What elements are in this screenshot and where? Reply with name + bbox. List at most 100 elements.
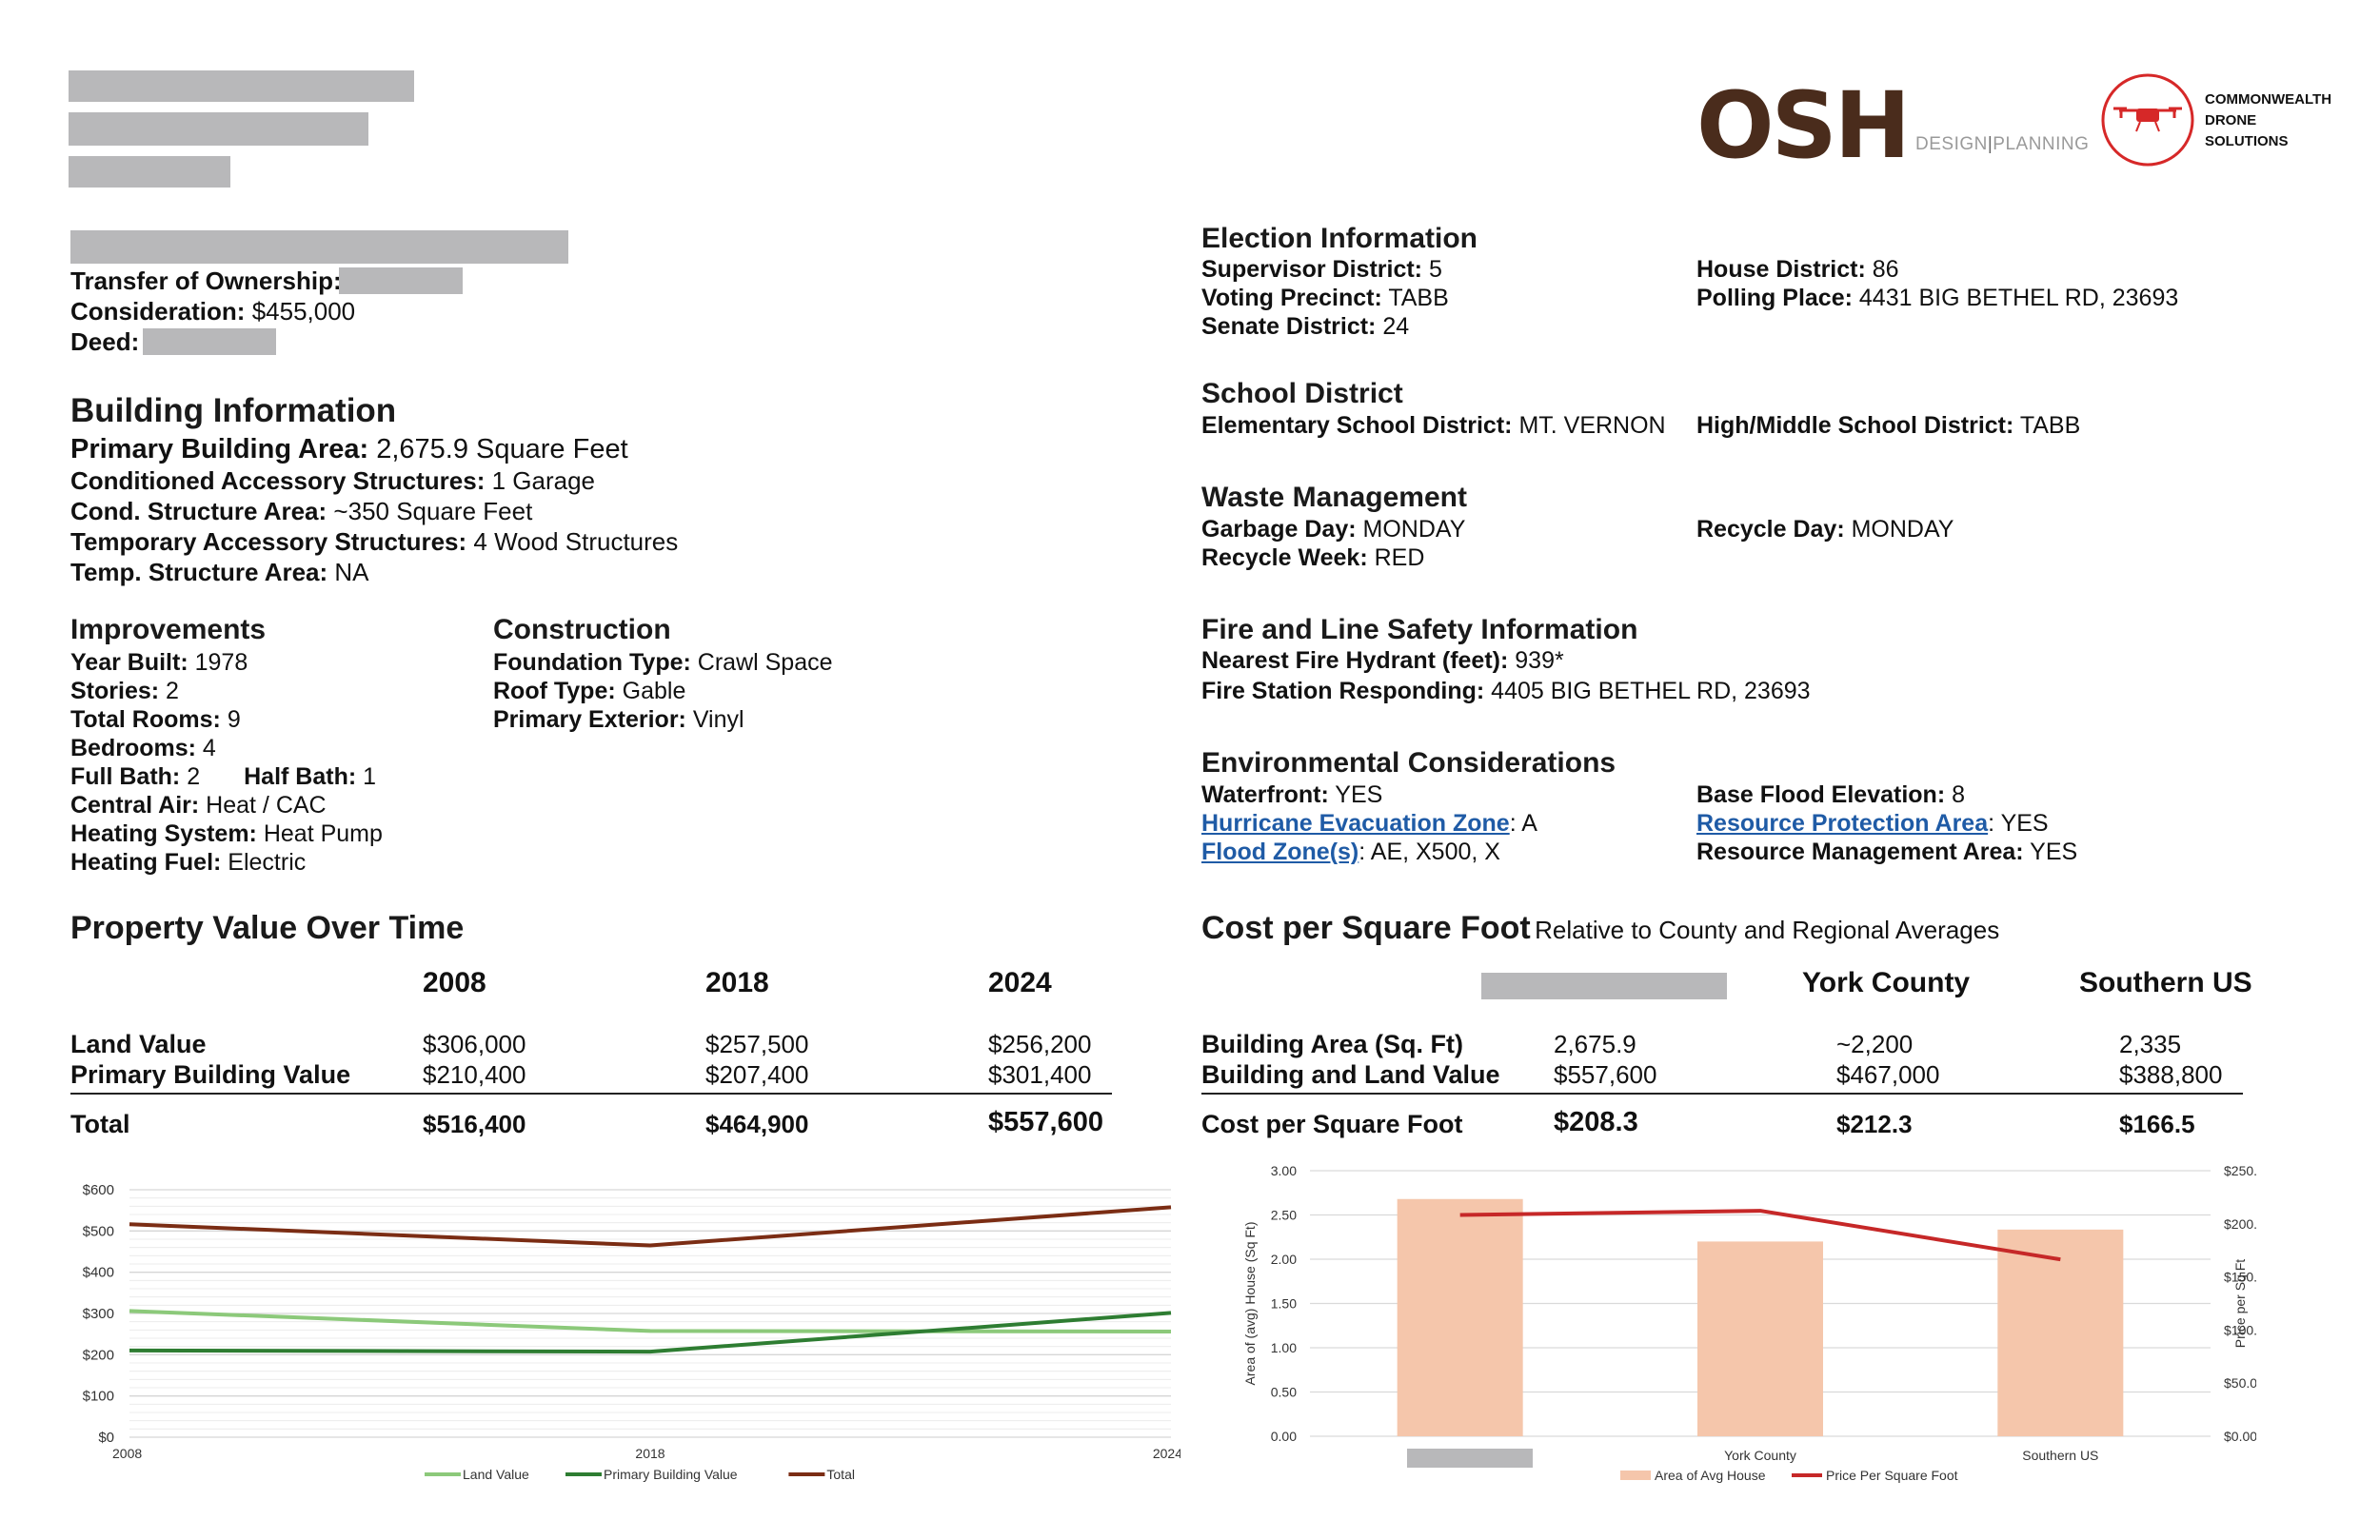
house-label: House District:: [1696, 256, 1866, 283]
y-tick-label: 0.00: [1271, 1429, 1297, 1444]
table-rule: [70, 1093, 1112, 1095]
osh-tagline: DESIGN|PLANNING: [1915, 134, 2090, 154]
waterfront-value: YES: [1335, 781, 1383, 808]
precinct-label: Voting Precinct:: [1201, 285, 1382, 311]
x-tick-label: 2024: [1153, 1446, 1180, 1461]
row-label: Building Area (Sq. Ft): [1201, 1030, 1463, 1058]
value-line-chart: $0 $100 $200 $300 $400 $500 $600 2008 2018 2024 La…: [83, 1182, 1180, 1482]
y-tick-label: 1.50: [1271, 1296, 1297, 1312]
stories-value: 2: [166, 678, 179, 704]
heating-fuel-label: Heating Fuel:: [70, 849, 222, 876]
flood-value: AE, X500, X: [1370, 839, 1500, 865]
station-label: Fire Station Responding:: [1201, 678, 1485, 704]
total-cell: $212.3: [1836, 1110, 1913, 1138]
row-label: Land Value: [70, 1030, 207, 1058]
full-bath-label: Full Bath:: [70, 763, 181, 790]
stories-label: Stories:: [70, 678, 160, 704]
drone-company-name: COMMONWEALTH DRONE SOLUTIONS: [2205, 89, 2331, 152]
cell: $301,400: [988, 1060, 1092, 1089]
column-header: York County: [1802, 967, 1971, 998]
polling-value: 4431 BIG BETHEL RD, 23693: [1858, 285, 2179, 311]
bedrooms-label: Bedrooms:: [70, 735, 196, 761]
legend-label: Area of Avg House: [1655, 1468, 1766, 1483]
drone-logo-icon: [2101, 73, 2194, 167]
drone-line-3: SOLUTIONS: [2205, 133, 2289, 149]
hurricane-zone-link[interactable]: Hurricane Evacuation Zone: [1201, 810, 1510, 837]
supervisor-value: 5: [1428, 256, 1442, 283]
full-bath-value: 2: [187, 763, 201, 790]
central-air-label: Central Air:: [70, 792, 200, 819]
rooms-label: Total Rooms:: [70, 706, 221, 733]
y2-axis-label: Price per Sq Ft: [2232, 1259, 2248, 1348]
garbage-value: MONDAY: [1362, 516, 1466, 543]
fire-heading: Fire and Line Safety Information: [1201, 614, 1638, 645]
year-header: 2008: [423, 967, 486, 998]
ownership-section: Transfer of Ownership: Consideration: $4…: [70, 266, 355, 357]
cell: ~2,200: [1836, 1030, 1914, 1058]
bfe-value: 8: [1952, 781, 1966, 808]
senate-value: 24: [1382, 313, 1410, 340]
elementary-value: MT. VERNON: [1518, 412, 1666, 439]
cost-table-heading: Cost per Square Foot Relative to County …: [1201, 910, 1999, 947]
table-rule: [1201, 1093, 2243, 1095]
legend-label: Price Per Square Foot: [1826, 1468, 1958, 1483]
cell: 2,675.9: [1554, 1030, 1636, 1058]
design-text: DESIGN: [1915, 134, 1988, 154]
cost-combo-chart: 0.00 0.50 1.00 1.50 2.00 2.50 3.00 $0.00 $50.00 $…: [1242, 1163, 2256, 1483]
central-air-value: Heat / CAC: [206, 792, 327, 819]
environment-left: Waterfront: YES Hurricane Evacuation Zon…: [1201, 781, 1537, 865]
legend-swatch: [1620, 1471, 1651, 1480]
legend-label: Land Value: [463, 1467, 529, 1482]
fire-details: Nearest Fire Hydrant (feet): 939* Fire S…: [1201, 646, 1811, 705]
flood-zone-link[interactable]: Flood Zone(s): [1201, 839, 1359, 865]
exterior-label: Primary Exterior:: [493, 706, 686, 733]
y-tick-label: $200: [83, 1347, 114, 1363]
bedrooms-value: 4: [202, 735, 216, 761]
cond-area-value: ~350 Square Feet: [333, 497, 533, 525]
construction-heading: Construction: [493, 614, 671, 645]
bfe-label: Base Flood Elevation:: [1696, 781, 1946, 808]
roof-label: Roof Type:: [493, 678, 616, 704]
column-header: Southern US: [2079, 967, 2252, 998]
heating-system-value: Heat Pump: [263, 820, 383, 847]
temp-area-label: Temp. Structure Area:: [70, 558, 328, 586]
hurricane-value: A: [1521, 810, 1537, 837]
series-line: [129, 1205, 1172, 1248]
rpa-value: YES: [2000, 810, 2049, 837]
y-tick-label: $100: [83, 1389, 114, 1405]
recycle-week-value: RED: [1374, 544, 1425, 571]
series-line: [129, 1309, 1172, 1333]
garbage-label: Garbage Day:: [1201, 516, 1357, 543]
rpa-link[interactable]: Resource Protection Area: [1696, 810, 1989, 837]
waste-left: Garbage Day: MONDAY Recycle Week: RED: [1201, 515, 1465, 572]
redacted-block: [1407, 1449, 1533, 1468]
y2-tick-label: $250.00: [2224, 1163, 2256, 1178]
hydrant-label: Nearest Fire Hydrant (feet):: [1201, 647, 1509, 674]
consideration-label: Consideration:: [70, 297, 246, 326]
y-tick-label: $300: [83, 1306, 114, 1322]
redacted-block: [70, 230, 568, 264]
cond-acc-value: 1 Garage: [491, 466, 595, 495]
heating-fuel-value: Electric: [228, 849, 307, 876]
year-header: 2024: [988, 967, 1052, 998]
election-right: House District: 86 Polling Place: 4431 B…: [1696, 255, 2178, 312]
total-cell: $166.5: [2119, 1110, 2195, 1138]
y-tick-label: $400: [83, 1265, 114, 1281]
high-label: High/Middle School District:: [1696, 412, 2014, 439]
x-tick-label: 2018: [635, 1446, 664, 1461]
bar: [1997, 1229, 2124, 1436]
redacted-block: [69, 112, 368, 146]
redacted-block: [69, 70, 414, 102]
y2-tick-label: $50.00: [2224, 1375, 2256, 1391]
station-value: 4405 BIG BETHEL RD, 23693: [1491, 678, 1811, 704]
roof-value: Gable: [622, 678, 686, 704]
redacted-block: [69, 156, 230, 188]
primary-area-value: 2,675.9 Square Feet: [376, 434, 628, 464]
y-tick-label: $500: [83, 1223, 114, 1239]
foundation-value: Crawl Space: [697, 649, 833, 676]
senate-label: Senate District:: [1201, 313, 1377, 340]
y2-tick-label: $0.00: [2224, 1429, 2256, 1444]
cell: $557,600: [1554, 1060, 1657, 1089]
drone-line-2: DRONE: [2205, 112, 2257, 128]
value-table-heading: Property Value Over Time: [70, 910, 465, 946]
